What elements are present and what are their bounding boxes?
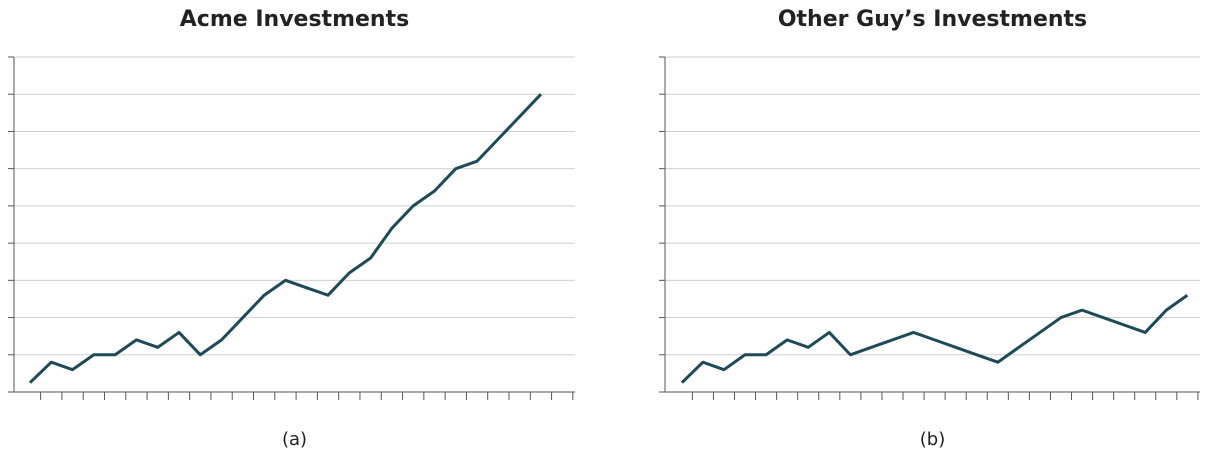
chart-title: Acme Investments	[180, 7, 409, 32]
chart-title: Other Guy’s Investments	[778, 7, 1087, 32]
data-line	[680, 293, 1189, 384]
data-line	[28, 93, 543, 384]
caption: (a)	[282, 429, 307, 450]
caption: (b)	[920, 429, 945, 450]
